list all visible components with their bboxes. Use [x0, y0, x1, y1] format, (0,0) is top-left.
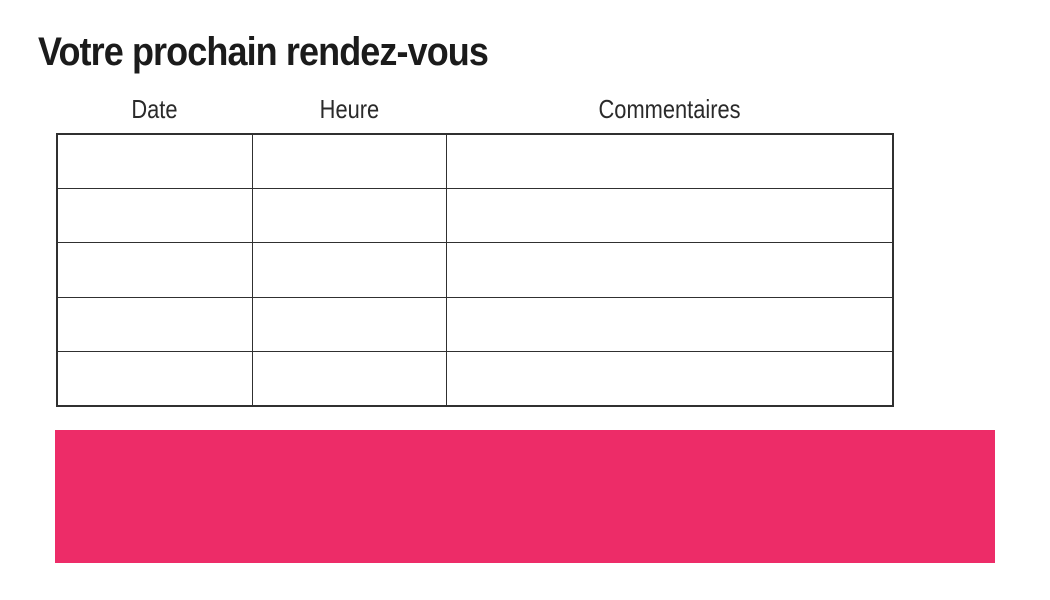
appointment-table: [56, 133, 894, 407]
table-cell: [447, 243, 892, 296]
table-cell: [58, 297, 253, 351]
table-cell: [253, 189, 447, 243]
table-cell: [253, 297, 447, 351]
column-header-date: Date: [57, 92, 252, 126]
table-cell: [447, 298, 892, 351]
column-header-date-label: Date: [131, 93, 178, 124]
column-header-commentaires: Commentaires: [446, 92, 894, 126]
table-row: [58, 297, 892, 352]
table-row: [58, 189, 892, 244]
table-row: [58, 243, 892, 298]
table-cell: [253, 351, 447, 406]
table-column-headers: Date Heure Commentaires: [57, 92, 894, 126]
table-cell: [58, 135, 253, 189]
table-cell: [58, 243, 253, 297]
table-cell: [447, 352, 892, 405]
table-cell: [58, 351, 253, 406]
column-header-heure: Heure: [252, 92, 446, 126]
table-row: [58, 351, 892, 406]
table-cell: [253, 243, 447, 297]
table-cell: [58, 189, 253, 243]
column-header-commentaires-label: Commentaires: [598, 93, 742, 124]
column-header-heure-label: Heure: [319, 93, 379, 124]
table-cell: [447, 189, 892, 242]
table-cell: [447, 135, 892, 188]
pink-banner: [55, 430, 995, 563]
table-row: [58, 135, 892, 190]
table-cell: [253, 135, 447, 189]
page-title: Votre prochain rendez-vous: [38, 30, 489, 74]
